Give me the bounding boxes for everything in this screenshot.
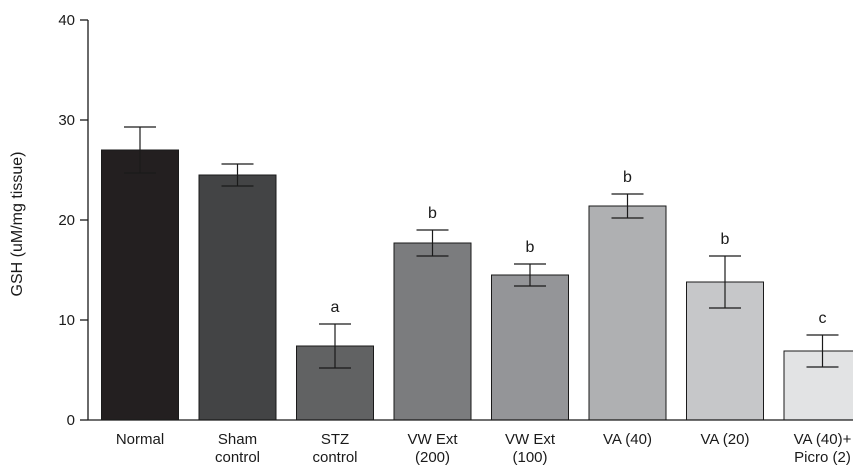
y-tick-label-0: 0 [67,412,75,429]
significance-label-6: b [721,231,730,248]
significance-label-5: b [623,169,632,186]
category-label-6-0: VA (20) [701,431,750,448]
significance-label-7: c [819,310,827,327]
y-tick-label-4: 40 [58,12,75,29]
category-label-0-0: Normal [116,431,164,448]
significance-label-2: a [331,299,340,316]
category-label-3-0: VW Ext [407,431,458,448]
category-label-1-0: Sham [218,431,257,448]
category-label-1-1: control [215,449,260,466]
y-tick-label-2: 20 [58,212,75,229]
bar-3 [393,242,472,421]
bars-layer [101,149,853,421]
bar-1 [198,174,277,421]
category-label-2-0: STZ [321,431,349,448]
error-bars-layer [124,126,839,369]
bar-7 [783,350,853,421]
category-label-3-1: (200) [415,449,450,466]
y-tick-label-1: 10 [58,312,75,329]
axes-layer [80,19,853,421]
category-label-4-0: VW Ext [505,431,556,448]
y-axis-title: GSH (uM/mg tissue) [9,152,26,297]
bar-4 [491,274,569,421]
category-label-7-0: VA (40)+ [794,431,852,448]
bar-0 [101,149,179,421]
significance-label-4: b [526,239,535,256]
category-label-2-1: control [312,449,357,466]
bar-5 [588,205,667,421]
significance-label-3: b [428,205,437,222]
category-label-5-0: VA (40) [603,431,652,448]
category-label-7-1: Picro (2) [794,449,851,466]
y-tick-label-3: 30 [58,112,75,129]
category-label-4-1: (100) [512,449,547,466]
